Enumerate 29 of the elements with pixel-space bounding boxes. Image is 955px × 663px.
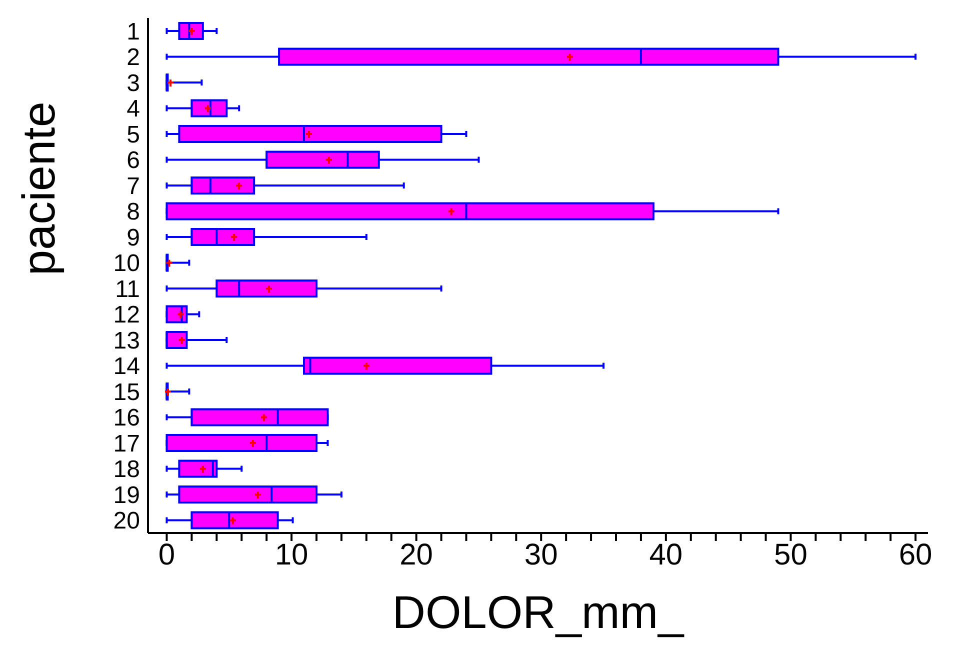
x-tick-label: 0 — [158, 538, 176, 572]
y-tick-label: 10 — [113, 250, 140, 278]
y-tick-label: 14 — [113, 353, 140, 380]
y-tick-label: 3 — [126, 70, 140, 97]
y-tick-label: 7 — [126, 172, 140, 200]
y-tick-label: 18 — [113, 456, 140, 484]
x-tick-label: 30 — [524, 538, 558, 572]
y-tick-label: 19 — [113, 482, 140, 509]
x-tick-label: 60 — [898, 538, 932, 572]
y-tick-label: 11 — [115, 276, 140, 303]
x-axis-title: DOLOR_mm_ — [392, 586, 686, 638]
y-tick-label: 9 — [126, 224, 140, 252]
y-tick-label: 6 — [126, 147, 140, 174]
y-tick-label: 20 — [113, 508, 140, 535]
y-tick-label: 5 — [126, 121, 140, 148]
y-tick-label: 2 — [126, 44, 140, 72]
y-tick-label: 8 — [126, 198, 140, 226]
x-tick-label: 50 — [774, 538, 808, 572]
y-tick-label: 13 — [113, 327, 140, 354]
y-tick-label: 15 — [113, 378, 140, 406]
x-tick-label: 10 — [274, 538, 308, 572]
y-tick-label: 4 — [126, 96, 140, 123]
y-tick-label: 17 — [113, 430, 140, 458]
y-tick-label: 12 — [113, 302, 140, 329]
x-tick-label: 20 — [400, 538, 434, 572]
y-axis-title: paciente — [12, 102, 64, 276]
x-tick-label: 40 — [649, 538, 683, 572]
y-tick-label: 1 — [126, 18, 140, 46]
y-tick-label: 16 — [113, 404, 140, 432]
